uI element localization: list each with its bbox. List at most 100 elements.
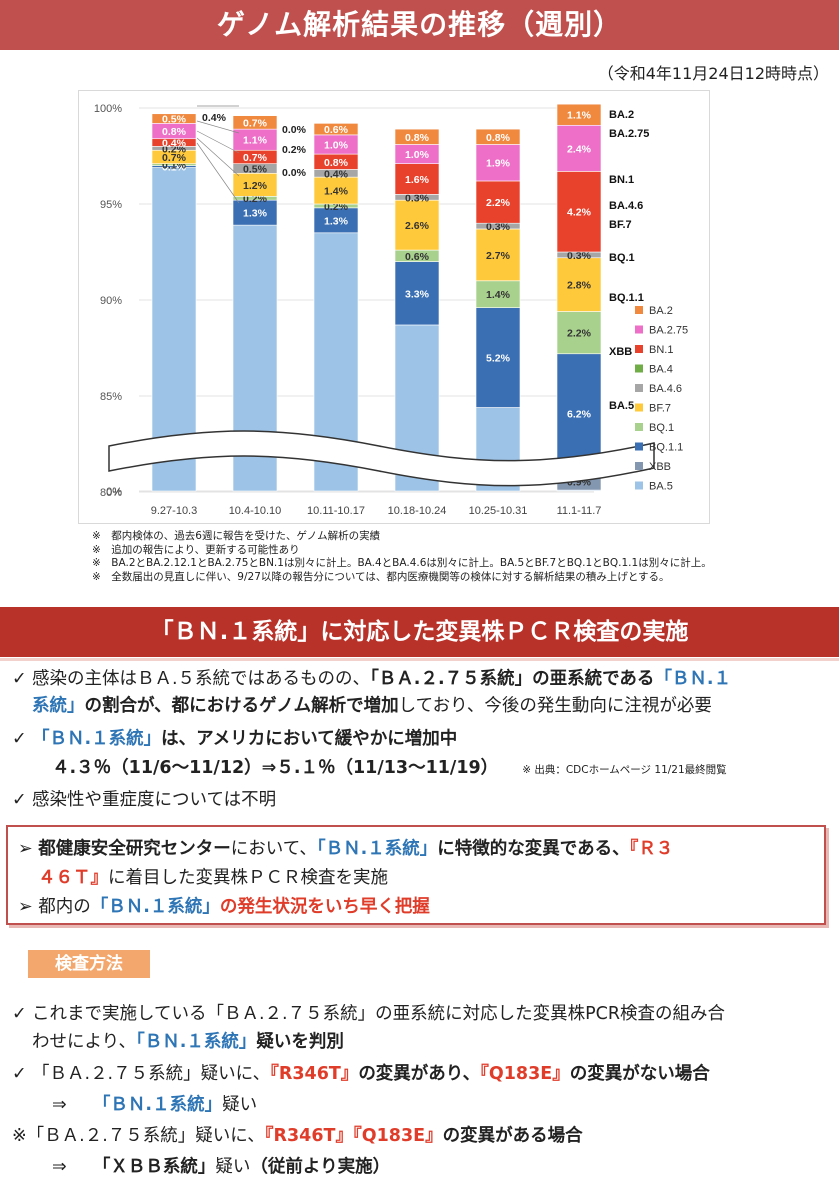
data-label: 1.9% <box>486 158 511 170</box>
data-label: 1.0% <box>324 139 349 151</box>
y-tick-label: 90% <box>100 295 122 307</box>
bar-segment <box>232 115 278 130</box>
legend-swatch <box>635 481 643 490</box>
data-label: 1.6% <box>405 174 430 186</box>
bar-segment <box>313 207 359 234</box>
box-line-1: ➢ 都健康安全研究センターにおいて、「ＢＮ.１系統」に特徴的な変異である、『Ｒ３ <box>18 836 673 862</box>
text: 「ＢＮ.１ <box>654 669 732 689</box>
text: ４.３％（11/6〜11/12）⇒５.１％（11/13〜11/19） <box>52 758 499 778</box>
legend-label: XBB <box>649 461 671 473</box>
series-right-label: BA.4.6 <box>609 200 643 212</box>
text: 疑い <box>222 1095 258 1115</box>
outside-label: 0.4% <box>202 112 227 124</box>
bar-segment <box>394 163 440 195</box>
chart-notes: ※ 都内検体の、過去6週に報告を受けた、ゲノム解析の実績 ※ 追加の報告により、… <box>92 530 712 584</box>
text: ４６Ｔ』 <box>38 868 108 888</box>
data-label: 0.7% <box>243 152 268 164</box>
data-label: 0.6% <box>405 251 430 263</box>
legend-label: BF.7 <box>649 403 671 415</box>
x-tick-label: 10.11-10.17 <box>307 505 365 517</box>
check-icon: ✓ <box>12 669 27 689</box>
x-tick-label: 9.27-10.3 <box>151 505 197 517</box>
page-title: ゲノム解析結果の推移（週別） <box>0 0 839 50</box>
legend-label: BN.1 <box>649 344 673 356</box>
method-line-2: ✓ 「ＢＡ.２.７５系統」疑いに、『R346T』の変異があり、『Q183E』の変異… <box>12 1061 710 1087</box>
text: 感染性や重症度については不明 <box>32 790 277 810</box>
text: 「ＸＢＢ系統」 <box>101 1157 216 1177</box>
data-label: 2.4% <box>567 143 592 155</box>
source-note: ※ 出典：CDCホームページ 11/21最終閲覧 <box>522 764 727 776</box>
text: 疑い <box>215 1157 251 1177</box>
y-tick-label: 100% <box>94 103 122 115</box>
data-label: 0.7% <box>162 152 187 164</box>
x-tick-label: 11.1-11.7 <box>557 505 602 517</box>
leader-line <box>196 130 240 154</box>
text: 系統」 <box>32 696 85 716</box>
note-line: ※ 追加の報告により、更新する可能性あり <box>92 543 300 556</box>
data-label: 1.1% <box>567 110 592 122</box>
data-label: 0.5% <box>162 114 187 126</box>
text: 都内の <box>38 897 91 917</box>
text: に特徴的な変異である、 <box>437 839 630 859</box>
text: わせにより、 <box>32 1032 136 1052</box>
series-right-label: BN.1 <box>609 174 634 186</box>
legend-label: BA.2.75 <box>649 325 688 337</box>
series-right-label: BQ.1.1 <box>609 292 644 304</box>
x-tick-label: 10.4-10.10 <box>229 505 282 517</box>
check-icon: ✓ <box>12 1004 27 1024</box>
data-label: 2.8% <box>567 280 592 292</box>
method-line-4: ※「ＢＡ.２.７５系統」疑いに、『R346T』『Q183E』の変異がある場合 <box>12 1123 583 1149</box>
text: 『Ｒ３ <box>629 839 674 859</box>
legend-label: BA.4.6 <box>649 383 682 395</box>
text: 『R346T』 <box>270 1064 359 1084</box>
outside-label: 0.2% <box>282 144 307 156</box>
data-label: 6.2% <box>567 408 592 420</box>
data-label: 1.3% <box>243 208 268 220</box>
legend-label: BQ.1 <box>649 422 674 434</box>
series-right-label: BQ.1 <box>609 252 635 264</box>
text: に着目した変異株ＰＣＲ検査を実施 <box>108 868 388 888</box>
genome-chart-frame: 100%95%90%85%80%75%0%96.9%0.1%0.1%0.7%0.… <box>78 90 710 524</box>
data-label: 0.3% <box>567 250 592 262</box>
x-tick-label: 10.25-10.31 <box>469 505 528 517</box>
method-line-1-cont: わせにより、「ＢＮ.１系統」疑いを判別 <box>32 1029 344 1055</box>
leader-line <box>196 137 240 177</box>
section-title: 「ＢＮ.１系統」に対応した変異株ＰＣＲ検査の実施 <box>0 607 839 661</box>
text: は、アメリカにおいて緩やかに増加中 <box>161 729 458 749</box>
data-label: 2.6% <box>405 220 430 232</box>
method-line-3: ⇒ 「ＢＮ.１系統」疑い <box>52 1092 257 1118</box>
legend-swatch <box>635 403 643 412</box>
text: 『Q183E』 <box>480 1064 570 1084</box>
arrow-icon: ➢ <box>18 897 33 917</box>
note-mark: ※ <box>12 1126 27 1146</box>
text: の変異がない場合 <box>569 1064 710 1084</box>
bar-segment <box>475 307 521 408</box>
text: 「ＢＮ.１系統」 <box>90 897 220 917</box>
bar-segment <box>556 171 602 253</box>
check-icon: ✓ <box>12 1064 27 1084</box>
note-line: ※ 都内検体の、過去6週に報告を受けた、ゲノム解析の実績 <box>92 530 381 542</box>
bar-segment <box>151 113 197 124</box>
text: 都健康安全研究センター <box>38 839 231 859</box>
data-label: 1.2% <box>243 180 268 192</box>
outside-label: 0.0% <box>282 124 307 136</box>
text: しており、今後の発生動向に注視が必要 <box>398 696 712 716</box>
bar-segment <box>232 199 278 226</box>
series-right-label: BA.5 <box>609 400 634 412</box>
text: の変異があり、 <box>358 1064 481 1084</box>
box-line-2: ４６Ｔ』に着目した変異株ＰＣＲ検査を実施 <box>38 865 388 891</box>
data-label: 3.3% <box>405 288 430 300</box>
text: 「ＢＮ.１系統」 <box>101 1095 223 1115</box>
note-line: ※ 全数届出の見直しに伴い、9/27以降の報告分については、都内医療機関等の検体… <box>92 570 670 583</box>
box-line-3: ➢ 都内の「ＢＮ.１系統」の発生状況をいち早く把握 <box>18 894 430 920</box>
series-right-label: BA.2.75 <box>609 128 649 140</box>
bar-segment <box>313 123 359 136</box>
bar-segment <box>556 103 602 126</box>
text: 疑いを判別 <box>256 1032 344 1052</box>
text: 「ＢＮ.１系統」 <box>32 729 162 749</box>
text: 「ＢＡ.２.７５系統」疑いに、 <box>26 1126 265 1146</box>
legend-swatch <box>635 325 643 334</box>
text: 「ＢＡ.２.７５系統」疑いに、 <box>32 1064 271 1084</box>
legend-swatch <box>635 306 643 314</box>
genome-stacked-bar-chart: 100%95%90%85%80%75%0%96.9%0.1%0.1%0.7%0.… <box>94 103 688 517</box>
